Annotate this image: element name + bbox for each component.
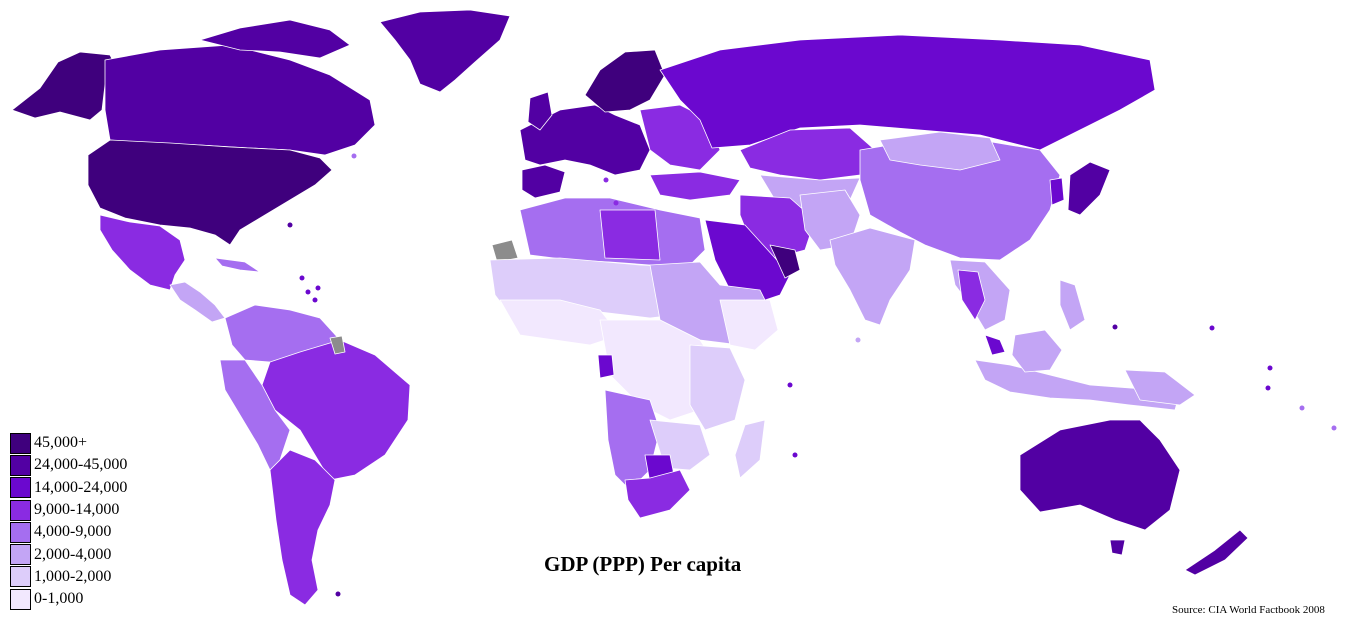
- source-note: Source: CIA World Factbook 2008: [1172, 604, 1325, 616]
- region-south-africa: [624, 469, 691, 519]
- region-gabon: [597, 354, 615, 379]
- region-usa: [87, 139, 333, 246]
- legend: 45,000+ 24,000-45,000 14,000-24,000 9,00…: [10, 432, 127, 610]
- region-uk: [527, 91, 553, 131]
- map-title: GDP (PPP) Per capita: [544, 552, 742, 576]
- region-eastern-europe: [639, 104, 721, 171]
- legend-swatch: [10, 432, 31, 454]
- legend-item: 2,000-4,000: [10, 543, 127, 566]
- legend-label: 24,000-45,000: [34, 456, 128, 474]
- region-korea: [1049, 177, 1065, 206]
- region-gulf: [769, 244, 801, 279]
- legend-item: 0-1,000: [10, 588, 127, 610]
- legend-item: 9,000-14,000: [10, 499, 127, 521]
- region-horn: [719, 299, 779, 351]
- region-india: [829, 227, 916, 326]
- region-mongolia: [879, 131, 1001, 171]
- legend-swatch: [10, 477, 31, 499]
- island-markers: [287, 153, 1337, 597]
- region-russia: [659, 34, 1156, 151]
- legend-label: 2,000-4,000: [34, 545, 112, 563]
- region-thailand: [957, 269, 986, 321]
- legend-item: 45,000+: [10, 432, 127, 454]
- region-central-america: [169, 281, 226, 323]
- legend-item: 24,000-45,000: [10, 454, 127, 476]
- region-cuba: [214, 257, 261, 273]
- legend-swatch: [10, 499, 31, 521]
- region-east-africa: [689, 344, 746, 431]
- legend-label: 0-1,000: [34, 590, 84, 608]
- region-western-europe: [519, 104, 651, 176]
- region-libya: [599, 209, 661, 261]
- legend-swatch: [10, 566, 31, 588]
- region-brazil: [261, 339, 411, 481]
- region-southern-cone: [269, 449, 336, 606]
- region-alaska: [11, 51, 119, 121]
- legend-label: 45,000+: [34, 434, 88, 452]
- region-western-sahara: [491, 239, 519, 263]
- region-arabia: [704, 219, 791, 306]
- legend-swatch: [10, 454, 31, 476]
- legend-label: 14,000-24,000: [34, 478, 128, 496]
- region-iberia: [521, 164, 566, 199]
- region-mexico: [99, 214, 186, 291]
- region-tasmania: [1109, 539, 1126, 556]
- region-indonesia: [974, 359, 1181, 411]
- legend-label: 1,000-2,000: [34, 567, 112, 585]
- region-philippines: [1059, 279, 1086, 331]
- legend-swatch: [10, 521, 31, 543]
- region-french-guiana: [329, 335, 346, 355]
- legend-item: 4,000-9,000: [10, 521, 127, 543]
- legend-swatch: [10, 544, 31, 566]
- region-madagascar: [734, 419, 766, 479]
- region-canada-islands: [199, 19, 351, 59]
- region-canada: [104, 44, 376, 156]
- region-scandinavia: [584, 49, 666, 113]
- region-greenland: [379, 9, 511, 93]
- region-japan: [1067, 161, 1111, 216]
- legend-label: 4,000-9,000: [34, 523, 112, 541]
- legend-swatch: [10, 588, 31, 610]
- region-malaysia: [984, 334, 1006, 356]
- region-australia: [1019, 419, 1181, 531]
- region-borneo: [1011, 329, 1063, 373]
- region-png: [1124, 369, 1196, 406]
- legend-label: 9,000-14,000: [34, 501, 120, 519]
- region-new-zealand: [1184, 529, 1249, 576]
- region-turkey: [649, 171, 741, 201]
- legend-item: 14,000-24,000: [10, 477, 127, 499]
- legend-item: 1,000-2,000: [10, 566, 127, 588]
